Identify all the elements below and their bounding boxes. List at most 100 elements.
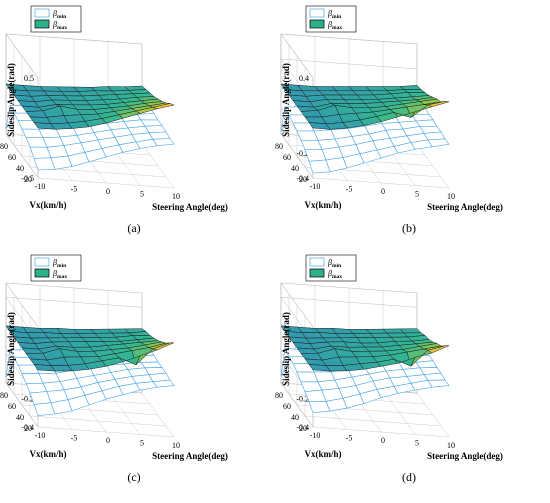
chart-a-patch-min <box>136 113 159 121</box>
chart-svg-c: 0.20-0.2-0.4-10-5051010080604020Sideslip… <box>0 254 228 484</box>
chart-d-patch-max <box>427 345 450 354</box>
chart-b-surface-max <box>280 83 450 130</box>
chart-a-patch-min <box>144 125 167 134</box>
chart-b-ztick: 0.4 <box>299 74 309 83</box>
chart-b-ytick: 80 <box>275 142 283 151</box>
chart-d-zlabel: Sideslip Angle(rad) <box>281 312 291 386</box>
chart-panel-a: 0.50-0.5-10-5051010080604020Sideslip Ang… <box>0 0 275 249</box>
chart-b-zlabel: Sideslip Angle(rad) <box>281 63 291 137</box>
chart-d-ylabel: Vx(km/h) <box>304 449 341 459</box>
chart-d-xtick: 0 <box>381 436 385 445</box>
chart-b-xlabel: Steering Angle(deg) <box>427 202 503 212</box>
chart-a-xtick: 10 <box>172 192 180 201</box>
chart-c-ztick: -0.4 <box>21 423 34 432</box>
chart-a-ylabel: Vx(km/h) <box>29 200 66 210</box>
chart-b-xtick: -5 <box>346 185 353 194</box>
chart-d-ytick: 60 <box>283 402 291 411</box>
chart-a-ytick: 20 <box>24 175 32 184</box>
chart-a-panel-label: (a) <box>127 221 140 235</box>
chart-c-legend-entry: βmax <box>52 269 67 280</box>
chart-b-patch-max <box>427 101 450 108</box>
chart-d-xlabel: Steering Angle(deg) <box>427 451 503 461</box>
chart-c-surface-max <box>5 325 175 372</box>
chart-b-ztick: -0.4 <box>296 174 309 183</box>
chart-d-patch-max <box>399 328 422 334</box>
chart-c-ytick: 20 <box>24 424 32 433</box>
chart-a-zlabel: Sideslip Angle(rad) <box>6 63 16 137</box>
chart-c-legend-swatch <box>34 268 50 278</box>
chart-b-ylabel: Vx(km/h) <box>304 200 341 210</box>
chart-d-patch-min <box>415 360 438 369</box>
chart-a-ytick: 60 <box>8 153 16 162</box>
chart-a-legend-swatch <box>34 8 50 18</box>
chart-a-patch-max <box>152 103 175 110</box>
chart-d-legend-entry: βmax <box>327 269 342 280</box>
chart-svg-d: 0.20-0.2-0.4-10-5051010080604020Sideslip… <box>263 254 503 484</box>
chart-c-patch-min <box>140 361 163 369</box>
chart-a-legend-entry: βmax <box>52 20 67 31</box>
chart-d-ytick: 20 <box>299 424 307 433</box>
chart-d-panel-label: (d) <box>402 470 416 484</box>
chart-c-xlabel: Steering Angle(deg) <box>152 451 228 461</box>
chart-a-xtick: 5 <box>140 190 144 199</box>
chart-svg-b: 0.40.20-0.2-0.4-10-5051010080604020Sides… <box>263 5 503 235</box>
chart-c-xtick: 5 <box>140 439 144 448</box>
chart-b-xtick: 0 <box>381 187 385 196</box>
chart-d-patch-min <box>427 379 450 388</box>
chart-c-ylabel: Vx(km/h) <box>29 449 66 459</box>
chart-d-surface-max <box>280 325 450 372</box>
chart-b-legend-entry: βmax <box>327 20 342 31</box>
chart-a-xtick: -10 <box>35 182 46 191</box>
chart-a-patch-min <box>152 138 175 147</box>
chart-c-zlabel: Sideslip Angle(rad) <box>6 312 16 386</box>
chart-c-legend-entry: βmin <box>52 258 66 269</box>
chart-a-xlabel: Steering Angle(deg) <box>152 202 228 212</box>
chart-a-ytick: 40 <box>16 164 24 173</box>
chart-a-ztick: -0.5 <box>21 174 34 183</box>
chart-c-xtick: -10 <box>35 431 46 440</box>
chart-d-xtick: 10 <box>447 441 455 450</box>
chart-c-ytick: 60 <box>8 402 16 411</box>
chart-a-ytick: 80 <box>0 142 8 151</box>
chart-c-patch-max <box>152 342 175 351</box>
chart-d-ytick: 40 <box>291 413 299 422</box>
chart-b-ytick: 40 <box>291 164 299 173</box>
chart-c-xtick: 0 <box>106 436 110 445</box>
chart-a-legend-swatch <box>34 19 50 29</box>
chart-d-ztick: -0.2 <box>296 394 309 403</box>
chart-d-xtick: -5 <box>346 434 353 443</box>
chart-b-legend-swatch <box>309 8 325 18</box>
chart-d-legend-swatch <box>309 268 325 278</box>
chart-panel-d: 0.20-0.2-0.4-10-5051010080604020Sideslip… <box>263 249 550 498</box>
chart-d-ztick: -0.4 <box>296 423 309 432</box>
chart-c-patch-min <box>152 379 175 388</box>
chart-b-ytick: 60 <box>283 153 291 162</box>
chart-b-xtick: 5 <box>415 190 419 199</box>
chart-panel-c: 0.20-0.2-0.4-10-5051010080604020Sideslip… <box>0 249 275 498</box>
chart-panel-b: 0.40.20-0.2-0.4-10-5051010080604020Sides… <box>263 0 550 249</box>
chart-b-patch-min <box>415 119 438 127</box>
chart-a-ztick: 0.5 <box>24 74 34 83</box>
chart-d-legend-entry: βmin <box>327 258 341 269</box>
chart-b-patch-max <box>403 89 426 93</box>
chart-a-surface-max <box>5 83 175 130</box>
chart-a-legend-entry: βmin <box>52 9 66 20</box>
chart-b-ytick: 20 <box>299 175 307 184</box>
chart-b-legend-swatch <box>309 19 325 29</box>
chart-c-ytick: 40 <box>16 413 24 422</box>
chart-c-panel-label: (c) <box>127 470 140 484</box>
chart-b-ztick: -0.2 <box>296 149 309 158</box>
chart-b-xtick: 10 <box>447 192 455 201</box>
chart-c-ytick: 80 <box>0 391 8 400</box>
chart-d-xtick: -10 <box>310 431 321 440</box>
chart-a-xtick: 0 <box>106 187 110 196</box>
chart-a-xtick: -5 <box>71 185 78 194</box>
chart-c-xtick: 10 <box>172 441 180 450</box>
chart-b-patch-min <box>427 138 450 148</box>
chart-b-legend-entry: βmin <box>327 9 341 20</box>
chart-b-xtick: -10 <box>310 182 321 191</box>
chart-d-ytick: 80 <box>275 391 283 400</box>
